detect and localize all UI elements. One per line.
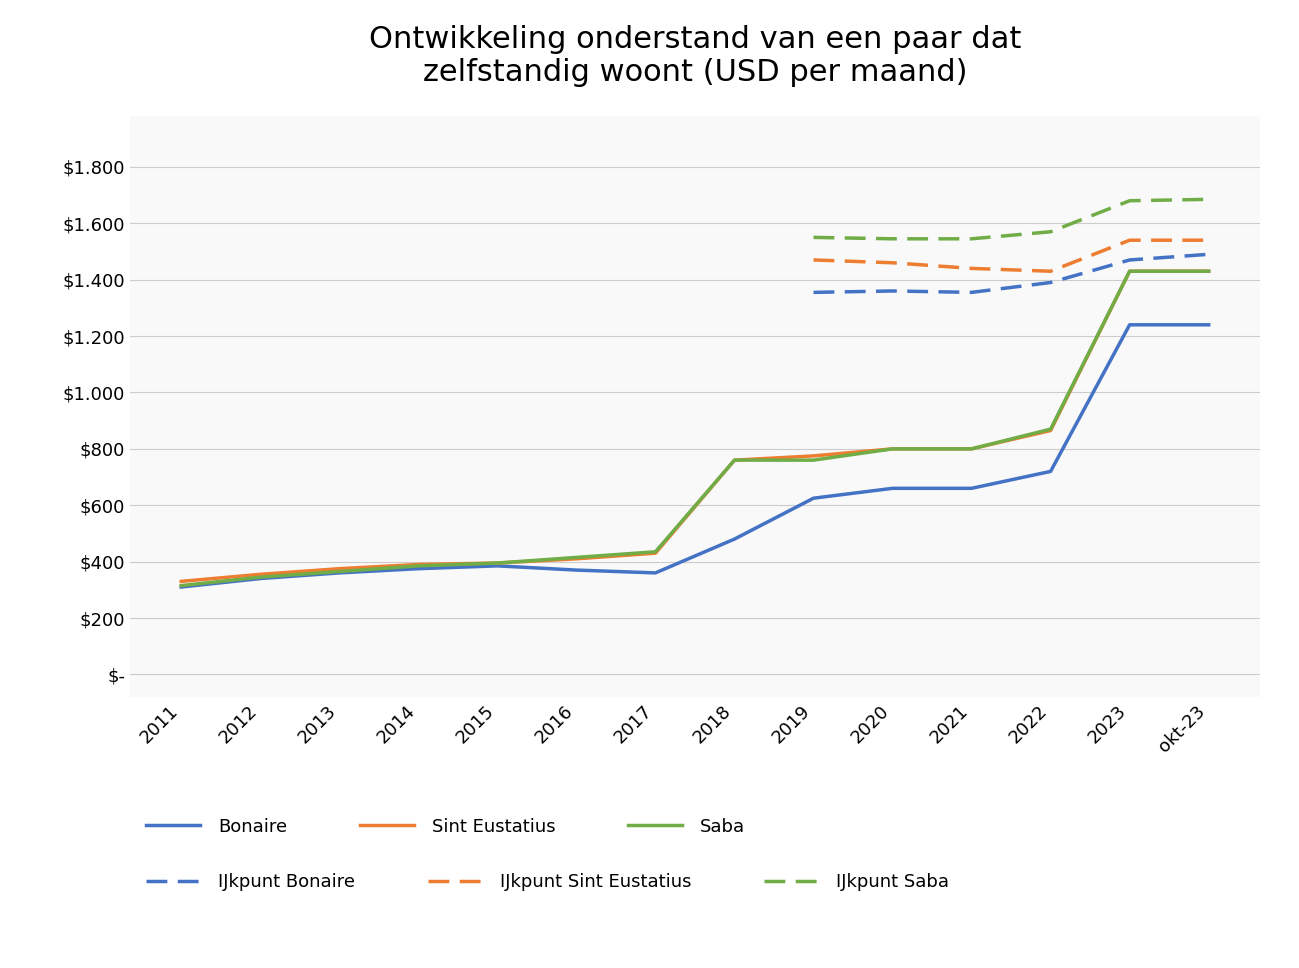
Saba (410, 560, 426, 572)
Line: IJkpunt Saba: IJkpunt Saba (813, 199, 1208, 239)
Bonaire (490, 560, 505, 572)
Bonaire (964, 482, 979, 494)
Legend: IJkpunt Bonaire, IJkpunt Sint Eustatius, IJkpunt Saba: IJkpunt Bonaire, IJkpunt Sint Eustatius,… (139, 865, 956, 898)
Saba (331, 565, 347, 577)
Sint Eustatius (964, 443, 979, 455)
Sint Eustatius (1043, 425, 1059, 437)
Sint Eustatius (1122, 265, 1138, 277)
Bonaire (805, 493, 821, 504)
Saba (885, 443, 900, 455)
Saba (726, 454, 742, 466)
Saba (1122, 265, 1138, 277)
Saba (1200, 265, 1216, 277)
IJkpunt Bonaire (805, 287, 821, 298)
Bonaire (1200, 319, 1216, 331)
Bonaire (885, 482, 900, 494)
Bonaire (1043, 466, 1059, 477)
Line: IJkpunt Bonaire: IJkpunt Bonaire (813, 255, 1208, 292)
Saba (648, 546, 664, 558)
IJkpunt Bonaire (1200, 249, 1216, 260)
Bonaire (252, 573, 268, 585)
Sint Eustatius (1200, 265, 1216, 277)
IJkpunt Saba (885, 233, 900, 245)
Sint Eustatius (410, 559, 426, 570)
Sint Eustatius (569, 553, 585, 564)
Saba (964, 443, 979, 455)
Sint Eustatius (885, 443, 900, 455)
IJkpunt Sint Eustatius (1043, 265, 1059, 277)
Bonaire (410, 562, 426, 574)
IJkpunt Sint Eustatius (1122, 234, 1138, 246)
IJkpunt Sint Eustatius (885, 257, 900, 268)
IJkpunt Sint Eustatius (1200, 234, 1216, 246)
Sint Eustatius (252, 568, 268, 580)
IJkpunt Bonaire (964, 287, 979, 298)
Bonaire (1122, 319, 1138, 331)
Saba (1043, 423, 1059, 435)
IJkpunt Saba (1043, 226, 1059, 237)
Line: Saba: Saba (182, 271, 1208, 586)
Bonaire (331, 567, 347, 579)
Bonaire (569, 564, 585, 576)
Sint Eustatius (726, 454, 742, 466)
IJkpunt Saba (1122, 195, 1138, 206)
Line: IJkpunt Sint Eustatius: IJkpunt Sint Eustatius (813, 240, 1208, 271)
IJkpunt Saba (1200, 194, 1216, 205)
Sint Eustatius (174, 576, 190, 588)
Saba (252, 571, 268, 583)
IJkpunt Sint Eustatius (964, 262, 979, 274)
IJkpunt Bonaire (885, 286, 900, 297)
IJkpunt Bonaire (1043, 277, 1059, 288)
Sint Eustatius (805, 450, 821, 462)
Line: Bonaire: Bonaire (182, 325, 1208, 587)
Bonaire (174, 581, 190, 592)
Saba (174, 580, 190, 591)
Sint Eustatius (648, 547, 664, 559)
IJkpunt Saba (964, 233, 979, 245)
Saba (490, 558, 505, 569)
Saba (569, 552, 585, 563)
Bonaire (726, 533, 742, 545)
Bonaire (648, 567, 664, 579)
Line: Sint Eustatius: Sint Eustatius (182, 271, 1208, 582)
IJkpunt Sint Eustatius (805, 255, 821, 266)
IJkpunt Saba (805, 231, 821, 243)
IJkpunt Bonaire (1122, 255, 1138, 266)
Sint Eustatius (490, 558, 505, 569)
Saba (805, 454, 821, 466)
Sint Eustatius (331, 562, 347, 574)
Title: Ontwikkeling onderstand van een paar dat
zelfstandig woont (USD per maand): Ontwikkeling onderstand van een paar dat… (369, 25, 1021, 87)
